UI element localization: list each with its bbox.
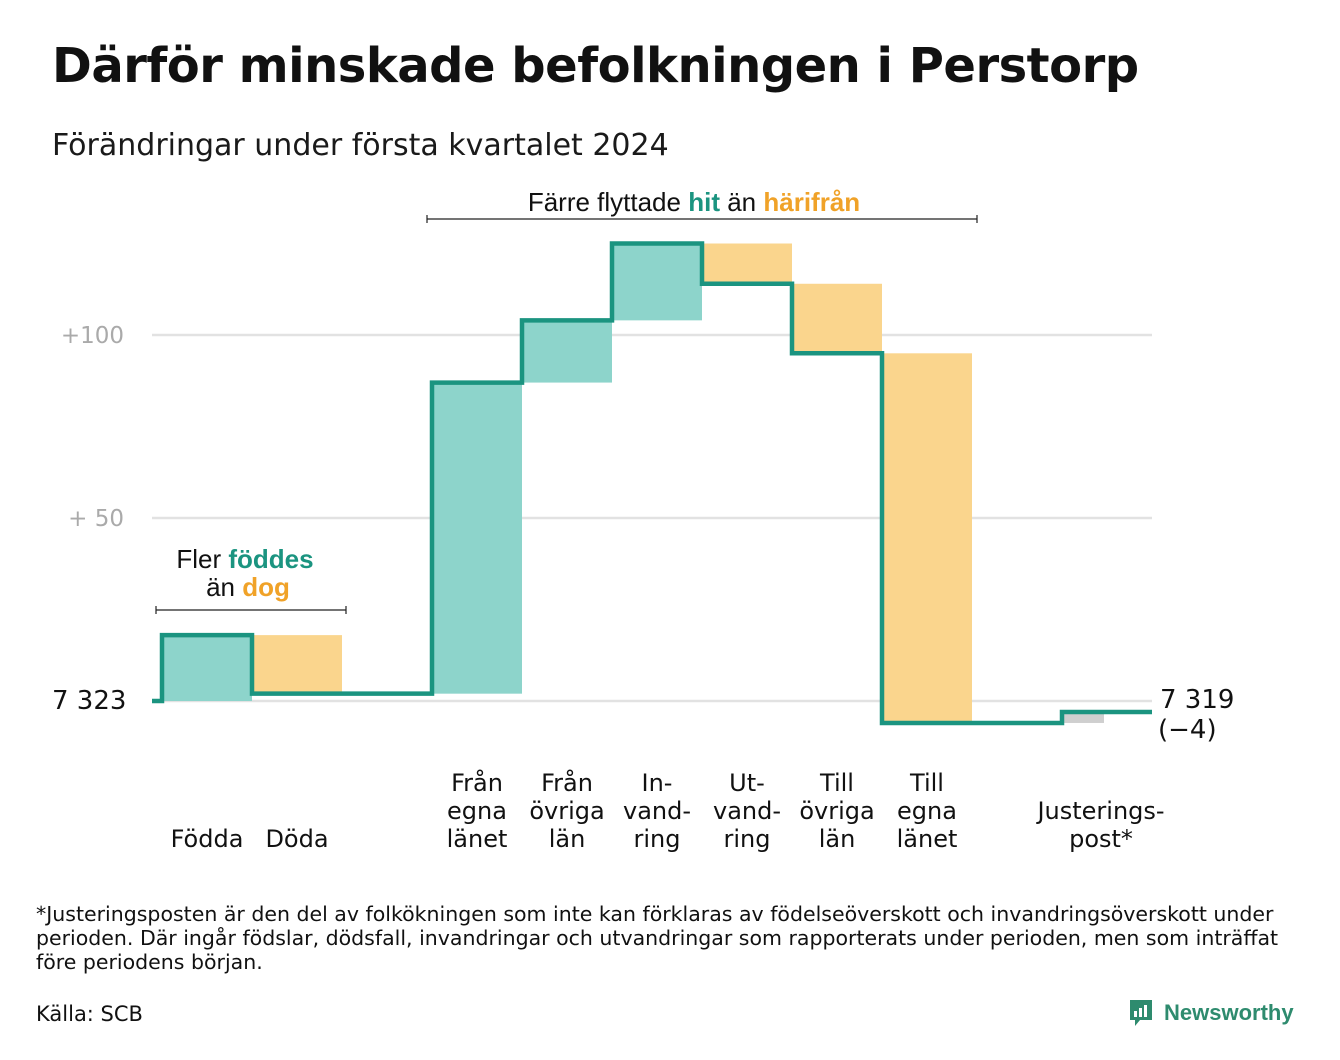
running-total-line [152, 241, 1152, 726]
waterfall-bar [252, 635, 342, 694]
waterfall-bar [522, 320, 612, 383]
waterfall-bar [162, 635, 252, 701]
category-label: Ut- [729, 769, 765, 797]
waterfall-bar [702, 243, 792, 284]
brand-name: Newsworthy [1164, 1000, 1294, 1025]
category-label: vand- [623, 797, 691, 825]
births-annotation-line1: Fler föddes [176, 544, 313, 574]
births-annotation-mid: än [206, 572, 242, 602]
births-annotation-lead: Fler [176, 544, 228, 574]
category-label: ring [634, 825, 681, 853]
end-change-label: (−4) [1158, 715, 1217, 745]
brand-logo: Newsworthy [1128, 998, 1294, 1028]
moves-annotation-lead: Färre flyttade [528, 187, 688, 217]
births-annotation-line2: än dog [206, 572, 290, 602]
waterfall-bar [432, 382, 522, 694]
moves-annotation-dog: härifrån [763, 187, 860, 217]
category-label: övriga [799, 797, 874, 825]
category-label: övriga [529, 797, 604, 825]
category-label: egna [897, 797, 957, 825]
waterfall-bar [612, 243, 702, 321]
waterfall-bar [882, 353, 972, 723]
chart-subtitle: Förändringar under första kvartalet 2024 [52, 128, 669, 163]
category-label: Födda [171, 825, 244, 853]
category-label: ring [724, 825, 771, 853]
moves-annotation-mid: än [720, 187, 763, 217]
waterfall-bar [792, 283, 882, 354]
end-value-label: 7 319 [1160, 685, 1234, 715]
category-label: Justerings- [1035, 797, 1164, 825]
y-tick-label: +100 [61, 323, 124, 349]
category-label: vand- [713, 797, 781, 825]
y-tick-label: + 50 [68, 506, 124, 532]
chart-title: Därför minskade befolkningen i Perstorp [52, 38, 1139, 94]
category-label: In- [642, 769, 673, 797]
source-note: Källa: SCB [36, 1002, 143, 1026]
category-label: Från [541, 768, 593, 797]
category-label: Till [909, 769, 944, 797]
category-label: Döda [265, 825, 328, 853]
start-value-label: 7 323 [52, 686, 126, 716]
category-label: län [549, 825, 586, 853]
category-label: Från [451, 768, 503, 797]
newsworthy-logo-icon [1130, 1000, 1152, 1026]
category-label: länet [897, 825, 958, 853]
category-label: län [819, 825, 856, 853]
category-label: Till [819, 769, 854, 797]
waterfall-bar [1062, 711, 1104, 723]
category-label: egna [447, 797, 507, 825]
category-label: post* [1069, 825, 1133, 853]
moves-annotation: Färre flyttade hit än härifrån [528, 187, 860, 217]
moves-annotation-hit: hit [688, 187, 720, 217]
footnote: *Justeringsposten är den del av folkökni… [36, 902, 1279, 974]
births-annotation-hit: föddes [228, 544, 313, 574]
category-label: länet [447, 825, 508, 853]
births-annotation-dog: dog [242, 572, 290, 602]
